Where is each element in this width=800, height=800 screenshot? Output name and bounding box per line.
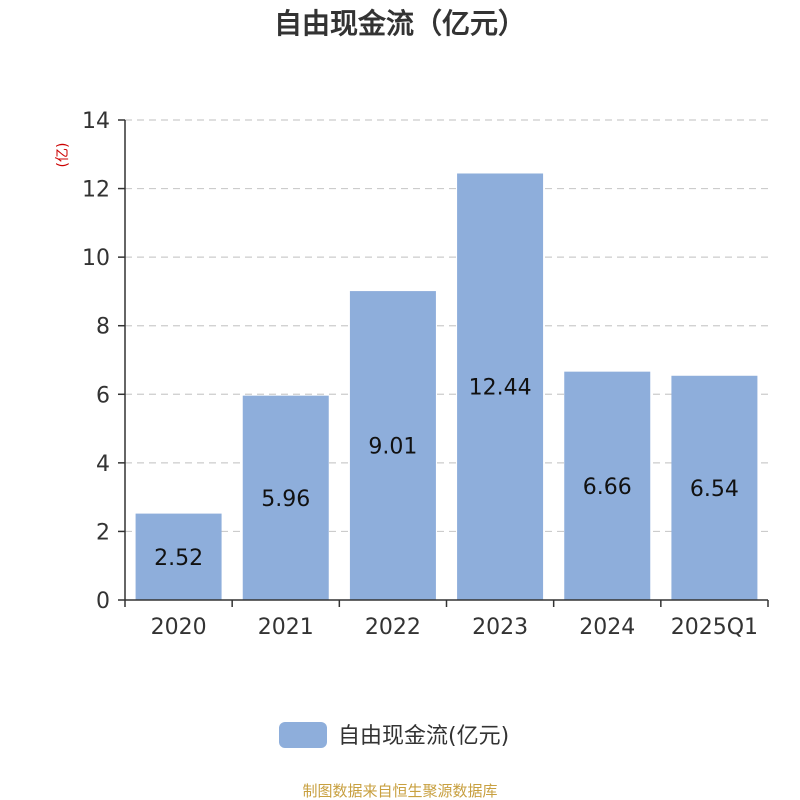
chart-title: 自由现金流（亿元） [274,7,526,40]
y-tick-label: 2 [96,520,110,545]
y-tick-label: 6 [96,383,110,408]
x-tick-label: 2021 [258,615,314,640]
data-label: 2.52 [154,546,203,571]
legend-label[interactable]: 自由现金流(亿元) [338,724,509,749]
y-tick-label: 12 [82,178,110,203]
y-tick-label: 14 [82,109,110,134]
x-tick-label: 2023 [472,615,528,640]
y-axis-unit-label: (亿) [55,143,71,168]
labels: 0 2 4 6 8 10 12 14 2020 2.52 2021 5.96 2022 9.01 2023 1… [82,109,758,640]
data-label: 12.44 [469,376,532,401]
y-tick-label: 4 [96,452,110,477]
bar-2022[interactable] [349,291,436,600]
data-label: 9.01 [368,435,417,460]
bar-2025q1[interactable] [671,375,758,600]
y-tick-label: 10 [82,246,110,271]
bars [135,173,758,600]
legend-swatch[interactable] [279,722,327,748]
bar-2021[interactable] [242,395,329,600]
data-source-note: 制图数据来自恒生聚源数据库 [302,782,497,800]
bar-2020[interactable] [135,513,222,600]
bar-2024[interactable] [564,371,651,600]
x-tick-label: 2022 [365,615,421,640]
x-tick-label: 2020 [151,615,207,640]
axes [118,119,769,607]
x-tick-label: 2024 [579,615,635,640]
y-tick-label: 0 [96,589,110,614]
data-label: 5.96 [261,487,310,512]
data-label: 6.66 [583,475,632,500]
legend[interactable]: 自由现金流(亿元) [279,722,509,749]
x-tick-label: 2025Q1 [671,615,758,640]
data-label: 6.54 [690,477,739,502]
bar-2023[interactable] [457,173,544,600]
y-tick-label: 8 [96,315,110,340]
